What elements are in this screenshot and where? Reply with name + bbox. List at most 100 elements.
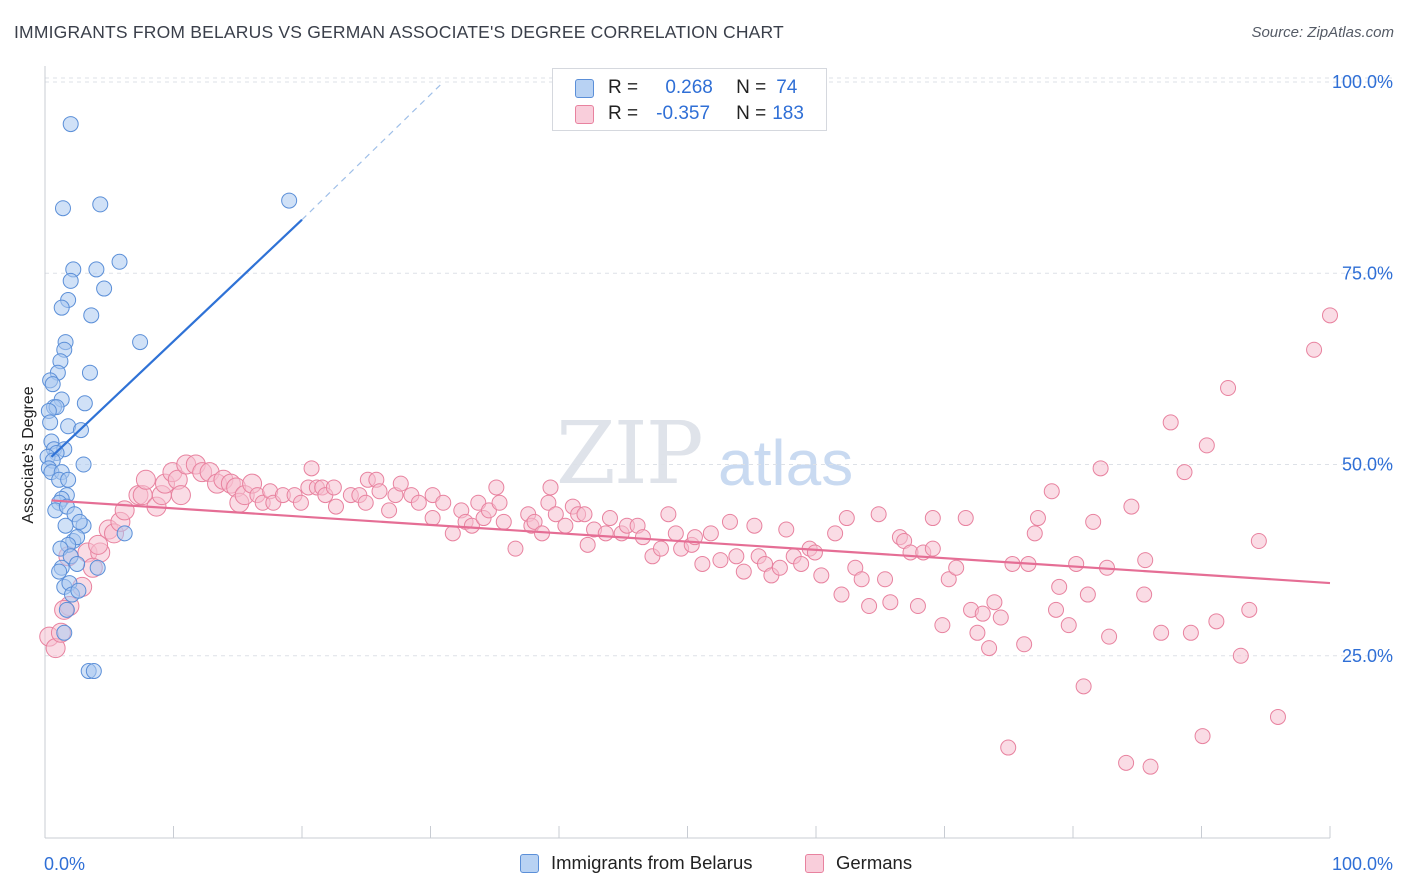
belarus-point <box>83 307 100 324</box>
germans-point <box>813 567 830 584</box>
germans-point <box>934 617 951 634</box>
germans-point <box>1043 483 1060 500</box>
germans-point <box>135 469 156 490</box>
germans-point <box>1079 586 1096 603</box>
belarus-point <box>116 525 133 542</box>
series-name-belarus: Immigrants from Belarus <box>551 852 753 873</box>
germans-point <box>793 555 810 572</box>
germans-point <box>1232 647 1249 664</box>
belarus-point <box>42 414 59 431</box>
germans-point <box>1000 739 1017 756</box>
legend-r-value: 0.268 <box>665 77 713 98</box>
x-tick-label: 0.0% <box>44 854 85 874</box>
belarus-point <box>96 280 113 297</box>
belarus-point <box>69 555 86 572</box>
germans-point <box>924 510 941 527</box>
germans-point <box>1322 307 1338 324</box>
germans-trend-line <box>51 499 1331 585</box>
germans-point <box>444 525 461 542</box>
germans-point <box>495 513 512 530</box>
germans-point <box>1198 437 1215 454</box>
germans-point <box>1306 341 1323 358</box>
germans-point <box>1092 460 1109 477</box>
germans-point <box>969 624 986 641</box>
germans-point <box>1162 414 1179 431</box>
germans-point <box>853 571 870 588</box>
germans-point <box>491 494 508 511</box>
watermark-zip: ZIP <box>556 404 704 504</box>
germans-point <box>957 510 974 527</box>
belarus-point <box>88 261 105 278</box>
germans-point <box>392 475 409 492</box>
y-tick-label: 50.0% <box>1342 455 1393 475</box>
germans-point <box>924 540 941 557</box>
germans-point <box>371 483 388 500</box>
germans-point <box>1016 636 1033 653</box>
germans-point <box>303 460 320 477</box>
germans-point <box>1029 510 1046 527</box>
belarus-point <box>44 376 61 393</box>
germans-point <box>579 536 596 553</box>
legend-n-value: 183 <box>772 103 804 124</box>
belarus-point <box>81 364 98 381</box>
germans-point <box>1123 498 1140 515</box>
belarus-point <box>85 663 102 680</box>
germans-point <box>948 559 965 576</box>
germans-point <box>827 525 844 542</box>
germans-point <box>1101 628 1118 645</box>
belarus-point <box>70 582 87 599</box>
germans-point <box>721 513 738 530</box>
germans-point <box>1137 552 1154 569</box>
germans-point <box>694 555 711 572</box>
belarus-point <box>111 253 128 270</box>
germans-point <box>882 594 899 611</box>
germans-point <box>1250 533 1267 549</box>
belarus-point <box>54 200 71 217</box>
germans-point <box>1153 624 1170 641</box>
germans-point <box>940 571 957 588</box>
germans-point <box>1051 578 1068 595</box>
y-axis-label: Associate's Degree <box>20 386 37 523</box>
belarus-point <box>60 471 77 488</box>
germans-point <box>424 510 441 527</box>
germans-point <box>986 594 1003 611</box>
germans-point <box>634 529 651 546</box>
germans-point <box>1048 601 1065 618</box>
chart-source: Source: ZipAtlas.com <box>1251 24 1394 41</box>
belarus-point <box>89 559 106 576</box>
bottom-legend-germans: Germans <box>805 852 912 874</box>
belarus-point <box>281 192 298 209</box>
y-tick-label: 75.0% <box>1342 263 1393 283</box>
germans-point <box>435 494 452 511</box>
germans-point <box>1208 613 1225 630</box>
germans-point <box>981 640 998 657</box>
germans-point <box>357 494 374 511</box>
germans-point <box>576 506 593 523</box>
germans-point <box>838 510 855 527</box>
germans-point <box>463 517 480 534</box>
germans-point <box>526 513 543 530</box>
belarus-point <box>53 299 70 316</box>
germans-point <box>325 479 342 496</box>
germans-point <box>1068 555 1085 572</box>
legend-swatch-blue <box>575 78 594 98</box>
germans-point <box>88 534 109 555</box>
germans-point <box>1142 758 1159 775</box>
germans-point <box>771 559 788 576</box>
germans-point <box>1194 728 1211 745</box>
germans-point <box>861 598 878 615</box>
stats-legend: R = 0.268 N = 74 R = -0.357 N = 183 <box>552 68 827 131</box>
belarus-point <box>58 601 75 618</box>
belarus-point <box>92 196 109 213</box>
legend-n-label: N = <box>736 77 767 98</box>
bottom-legend-belarus: Immigrants from Belarus <box>520 852 753 874</box>
germans-point <box>1136 586 1153 603</box>
y-tick-label: 100.0% <box>1332 72 1393 92</box>
germans-point <box>1075 678 1092 695</box>
legend-r-label: R = <box>608 103 639 124</box>
legend-swatch-pink <box>575 104 594 124</box>
germans-point <box>877 571 894 588</box>
y-tick-label: 25.0% <box>1342 646 1393 666</box>
germans-point <box>712 552 729 569</box>
